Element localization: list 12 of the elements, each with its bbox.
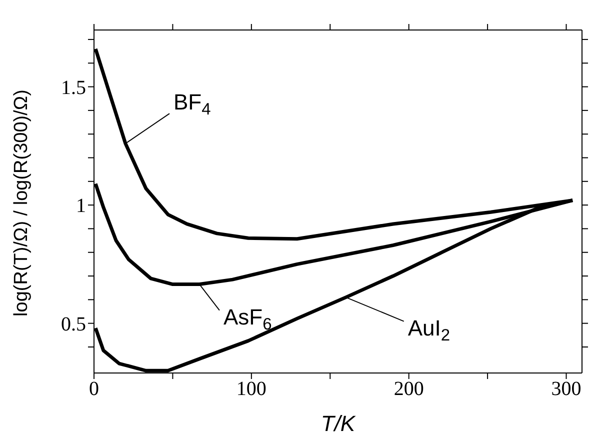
text: BF$_{4}$ bbox=[173, 90, 211, 119]
y-tick-label: 0.5 bbox=[61, 313, 86, 336]
series-label: AuI$_{2}$ bbox=[408, 315, 450, 344]
x-tick-label: 300 bbox=[551, 378, 582, 400]
y-tick-label: 1.5 bbox=[61, 76, 86, 99]
legend-label: AsF$_{6}$ bbox=[223, 304, 272, 334]
x-tick-label: 200 bbox=[394, 378, 424, 400]
x-tick-label: 0 bbox=[89, 378, 99, 400]
y-axis-title: log(R(T)/Ω) / log(R(300)/Ω) bbox=[11, 90, 33, 316]
x-axis-title: T/K bbox=[320, 411, 356, 436]
x-tick-label: 100 bbox=[236, 378, 266, 400]
y-tick-label: 1 bbox=[76, 195, 86, 218]
